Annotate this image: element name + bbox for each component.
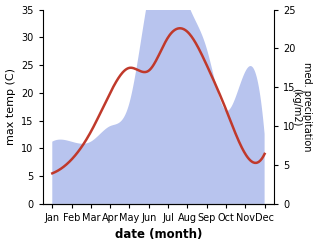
Y-axis label: med. precipitation
(kg/m2): med. precipitation (kg/m2) bbox=[291, 62, 313, 151]
X-axis label: date (month): date (month) bbox=[115, 228, 202, 242]
Y-axis label: max temp (C): max temp (C) bbox=[5, 68, 16, 145]
